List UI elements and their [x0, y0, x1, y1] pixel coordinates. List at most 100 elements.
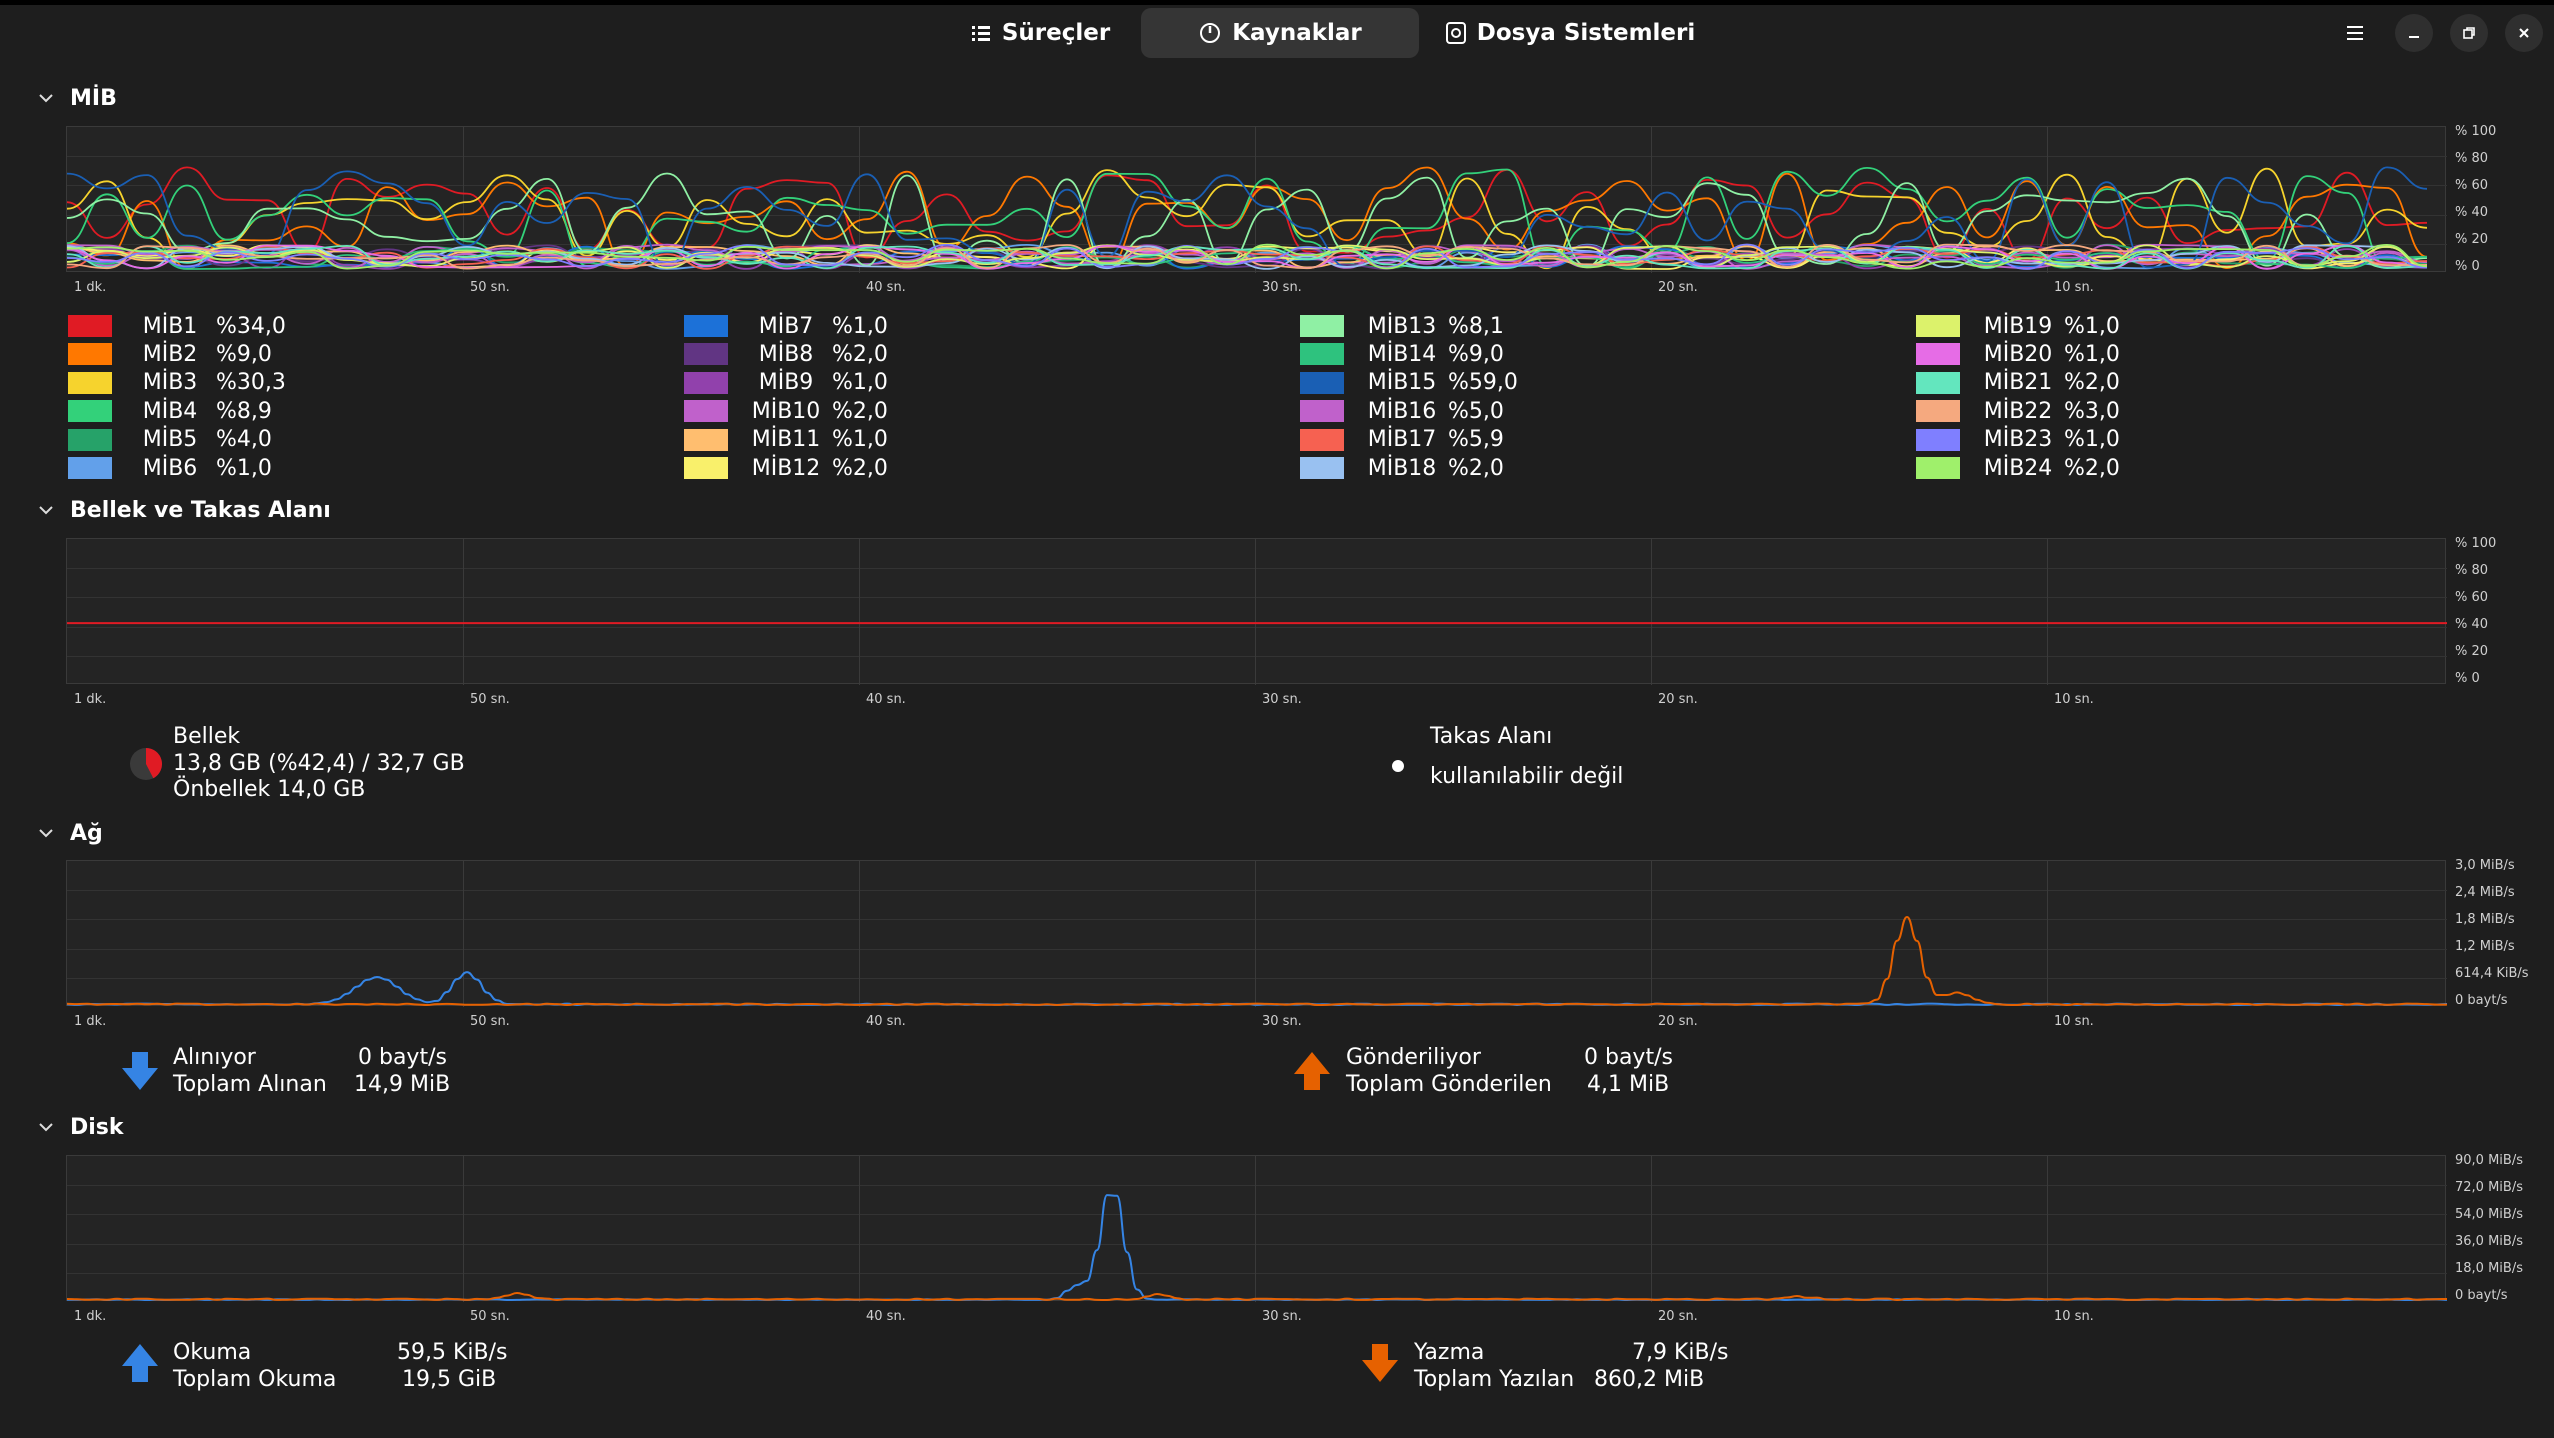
network-section-header[interactable]: Ağ [36, 817, 103, 849]
header-bar: Süreçler Kaynaklar Dosya Sistemleri [0, 0, 2554, 64]
cpu-legend-item[interactable]: MİB21 %2,0 [1916, 370, 2120, 396]
cpu-usage-value: %1,0 [832, 427, 888, 453]
x-tick-label: 50 sn. [470, 692, 510, 707]
memory-y-tick: % 0 [2455, 671, 2480, 686]
tab-file-systems[interactable]: Dosya Sistemleri [1420, 8, 1720, 58]
cpu-legend-item[interactable]: MİB12 %2,0 [684, 455, 888, 481]
cpu-color-swatch[interactable] [1300, 315, 1344, 337]
disk-section-header[interactable]: Disk [36, 1111, 124, 1143]
cpu-legend-item[interactable]: MİB6 %1,0 [68, 455, 272, 481]
cpu-color-swatch[interactable] [68, 371, 112, 394]
tab-resources[interactable]: Kaynaklar [1141, 8, 1419, 58]
cpu-legend-item[interactable]: MİB14 %9,0 [1300, 341, 1504, 367]
network-y-tick: 3,0 MiB/s [2455, 858, 2515, 873]
cpu-color-swatch[interactable] [1300, 457, 1344, 479]
cpu-color-swatch[interactable] [684, 400, 728, 423]
cpu-color-swatch[interactable] [684, 457, 728, 479]
disk-read-line [67, 1194, 2447, 1302]
cpu-series-line [67, 167, 2428, 270]
cpu-legend-item[interactable]: MİB18 %2,0 [1300, 455, 1504, 481]
cpu-color-swatch[interactable] [68, 428, 112, 451]
cpu-color-swatch[interactable] [1300, 400, 1344, 423]
x-tick-label: 1 dk. [74, 692, 107, 707]
disk-y-tick: 72,0 MiB/s [2455, 1180, 2523, 1195]
x-tick-label: 30 sn. [1262, 280, 1302, 295]
disk-read-value: 59,5 KiB/s [397, 1340, 508, 1365]
x-tick-label: 40 sn. [866, 692, 906, 707]
cpu-color-swatch[interactable] [1916, 457, 1960, 479]
cpu-legend-item[interactable]: MİB4 %8,9 [68, 398, 272, 424]
memory-section-header[interactable]: Bellek ve Takas Alanı [36, 494, 331, 526]
cpu-legend-item[interactable]: MİB3 %30,3 [68, 370, 286, 396]
cpu-color-swatch[interactable] [68, 315, 112, 337]
cpu-legend-item[interactable]: MİB19 %1,0 [1916, 313, 2120, 339]
close-button[interactable] [2505, 14, 2543, 52]
cpu-y-tick: % 0 [2455, 259, 2480, 274]
minimize-button[interactable] [2395, 14, 2433, 52]
cpu-color-swatch[interactable] [684, 428, 728, 451]
list-icon [971, 26, 990, 41]
cpu-series-line [67, 243, 2428, 270]
memory-cache: Önbellek 14,0 GB [173, 777, 366, 802]
cpu-legend-item[interactable]: MİB13 %8,1 [1300, 313, 1504, 339]
memory-y-tick: % 40 [2455, 617, 2489, 632]
cpu-legend-item[interactable]: MİB16 %5,0 [1300, 398, 1504, 424]
cpu-color-swatch[interactable] [1916, 371, 1960, 394]
cpu-legend-item[interactable]: MİB5 %4,0 [68, 427, 272, 453]
restore-icon [2463, 27, 2475, 39]
x-tick-label: 20 sn. [1658, 692, 1698, 707]
cpu-section-header[interactable]: MİB [36, 82, 117, 114]
cpu-name: MİB15 [1367, 370, 1437, 396]
maximize-button[interactable] [2450, 14, 2488, 52]
network-sending-label: Gönderiliyor [1346, 1045, 1481, 1070]
cpu-legend-item[interactable]: MİB20 %1,0 [1916, 341, 2120, 367]
cpu-series-line [67, 166, 2428, 269]
cpu-legend-item[interactable]: MİB10 %2,0 [684, 398, 888, 424]
cpu-usage-value: %2,0 [832, 398, 888, 424]
cpu-color-swatch[interactable] [684, 371, 728, 394]
cpu-color-swatch[interactable] [68, 400, 112, 423]
cpu-color-swatch[interactable] [1300, 371, 1344, 394]
cpu-usage-value: %8,9 [216, 398, 272, 424]
cpu-color-swatch[interactable] [684, 315, 728, 337]
cpu-legend-item[interactable]: MİB9 %1,0 [684, 370, 888, 396]
network-receive-line [67, 971, 2447, 1007]
cpu-legend-item[interactable]: MİB2 %9,0 [68, 341, 272, 367]
cpu-color-swatch[interactable] [1300, 428, 1344, 451]
cpu-usage-value: %4,0 [216, 427, 272, 453]
cpu-name: MİB10 [751, 398, 821, 424]
main-menu-button[interactable] [2336, 14, 2374, 52]
cpu-color-swatch[interactable] [1916, 400, 1960, 423]
gauge-icon [1200, 23, 1221, 43]
cpu-history-chart [66, 126, 2447, 273]
cpu-legend-item[interactable]: MİB7 %1,0 [684, 313, 888, 339]
x-tick-label: 30 sn. [1262, 1309, 1302, 1324]
chevron-down-icon [39, 506, 53, 515]
cpu-legend-item[interactable]: MİB11 %1,0 [684, 427, 888, 453]
cpu-name: MİB11 [751, 427, 821, 453]
cpu-usage-value: %1,0 [216, 455, 272, 481]
close-icon [2519, 28, 2529, 38]
cpu-color-swatch[interactable] [68, 457, 112, 479]
cpu-legend-item[interactable]: MİB1 %34,0 [68, 313, 286, 339]
cpu-color-swatch[interactable] [1916, 315, 1960, 337]
cpu-legend-item[interactable]: MİB15 %59,0 [1300, 370, 1518, 396]
cpu-name: MİB21 [1983, 370, 2053, 396]
network-y-tick: 1,2 MiB/s [2455, 939, 2515, 954]
network-y-tick: 0 bayt/s [2455, 993, 2508, 1008]
cpu-legend-item[interactable]: MİB22 %3,0 [1916, 398, 2120, 424]
cpu-name: MİB24 [1983, 455, 2053, 481]
cpu-legend-item[interactable]: MİB23 %1,0 [1916, 427, 2120, 453]
cpu-color-swatch[interactable] [1916, 428, 1960, 451]
cpu-color-swatch[interactable] [684, 343, 728, 366]
cpu-legend-item[interactable]: MİB8 %2,0 [684, 341, 888, 367]
cpu-legend-item[interactable]: MİB17 %5,9 [1300, 427, 1504, 453]
cpu-color-swatch[interactable] [68, 343, 112, 366]
cpu-color-swatch[interactable] [1300, 343, 1344, 366]
cpu-color-swatch[interactable] [1916, 343, 1960, 366]
cpu-legend-item[interactable]: MİB24 %2,0 [1916, 455, 2120, 481]
cpu-name: MİB20 [1983, 341, 2053, 367]
x-tick-label: 40 sn. [866, 1014, 906, 1029]
x-tick-label: 10 sn. [2054, 1014, 2094, 1029]
tab-processes[interactable]: Süreçler [900, 8, 1180, 58]
